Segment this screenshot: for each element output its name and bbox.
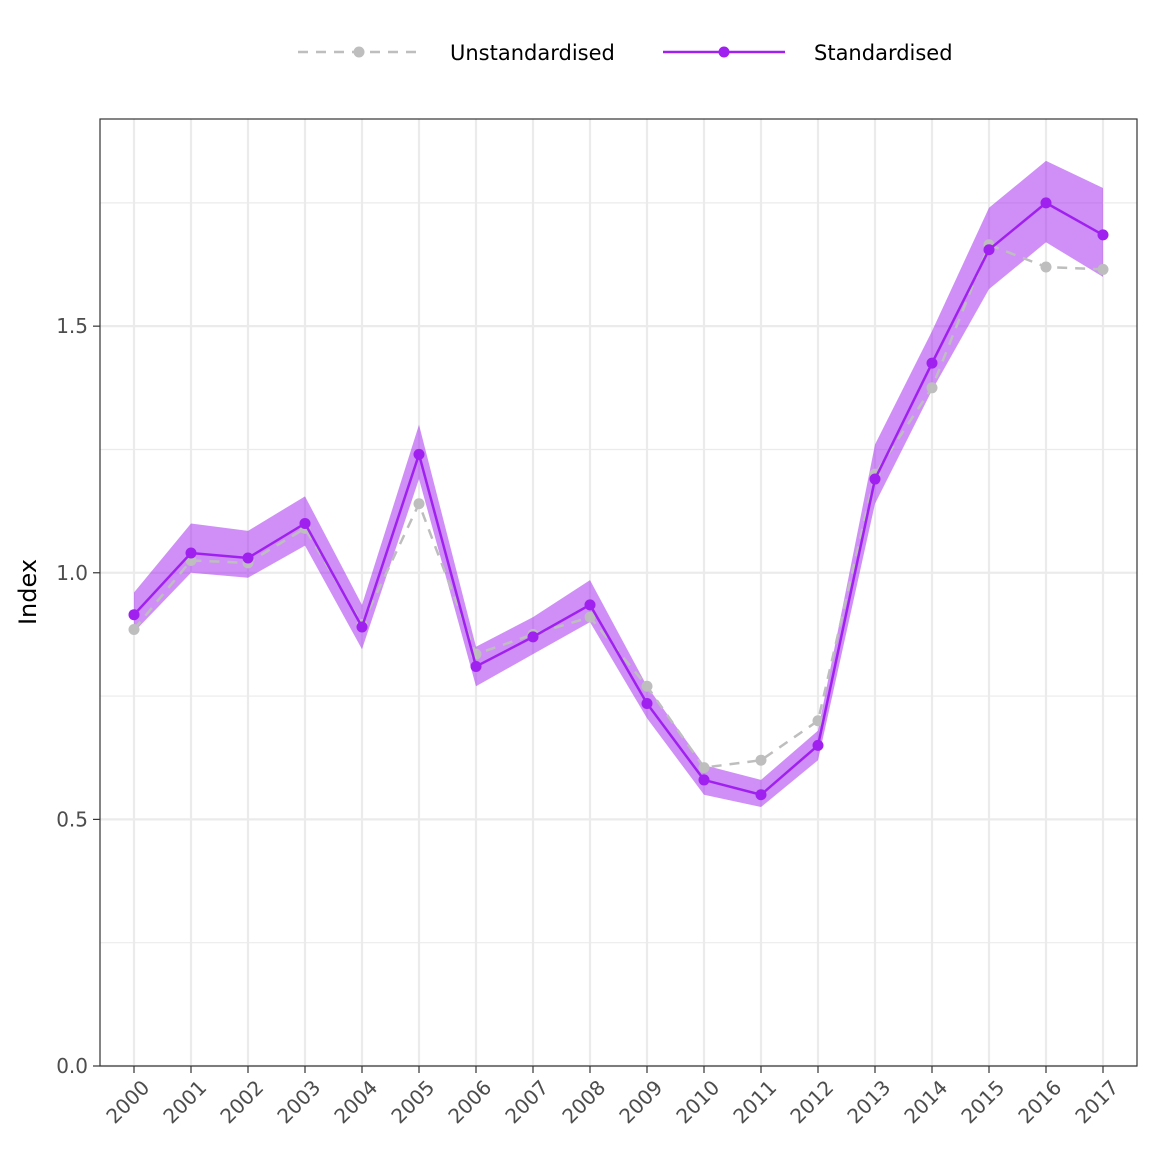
standardised-point xyxy=(185,547,197,559)
standardised-point xyxy=(413,448,425,460)
standardised-point xyxy=(470,660,482,672)
legend-label-standardised: Standardised xyxy=(814,41,953,65)
standardised-point xyxy=(698,774,710,786)
y-axis-title: Index xyxy=(14,559,42,625)
unstandardised-point xyxy=(413,498,425,510)
standardised-point xyxy=(299,517,311,529)
standardised-line xyxy=(133,201,1104,797)
unstandardised-point xyxy=(926,382,938,394)
standardised-point xyxy=(356,621,368,633)
confidence-ribbon xyxy=(134,160,1103,808)
unstandardised-point xyxy=(755,754,767,766)
unstandardised-point xyxy=(128,623,140,635)
legend-entry-unstandardised: Unstandardised xyxy=(298,41,615,65)
standardised-point xyxy=(527,631,539,643)
legend: Unstandardised Standardised xyxy=(298,41,953,65)
y-tick-label: 0.0 xyxy=(56,1054,88,1078)
standardised-point xyxy=(755,789,767,801)
y-axis: 0.0 0.5 1.0 1.5 xyxy=(56,314,100,1078)
unstandardised-point xyxy=(1040,261,1052,273)
y-tick-label: 1.5 xyxy=(56,314,88,338)
unstandardised-point xyxy=(812,715,824,727)
standardised-point xyxy=(584,599,596,611)
legend-swatch-unstandardised-point xyxy=(353,46,365,58)
legend-swatch-standardised-point xyxy=(718,46,730,58)
y-tick-label: 0.5 xyxy=(56,807,88,831)
standardised-point xyxy=(641,697,653,709)
unstandardised-point xyxy=(698,762,710,774)
unstandardised-point xyxy=(584,611,596,623)
panel-border xyxy=(99,118,1138,1067)
unstandardised-line xyxy=(133,243,1104,769)
plot-panel xyxy=(99,118,1138,1068)
standardised-point xyxy=(869,473,881,485)
standardised-point xyxy=(242,552,254,564)
grid-minor xyxy=(100,202,1137,944)
y-tick-label: 1.0 xyxy=(56,561,88,585)
unstandardised-point xyxy=(1097,263,1109,275)
unstandardised-point xyxy=(641,680,653,692)
standardised-point xyxy=(926,357,938,369)
standardised-point xyxy=(1040,197,1052,209)
standardised-point xyxy=(983,244,995,256)
standardised-point xyxy=(1097,229,1109,241)
series-standardised xyxy=(128,197,1109,801)
standardised-point xyxy=(812,739,824,751)
standardised-point xyxy=(128,609,140,621)
legend-label-unstandardised: Unstandardised xyxy=(450,41,615,65)
legend-entry-standardised: Standardised xyxy=(663,41,953,65)
confidence-band xyxy=(134,160,1103,808)
